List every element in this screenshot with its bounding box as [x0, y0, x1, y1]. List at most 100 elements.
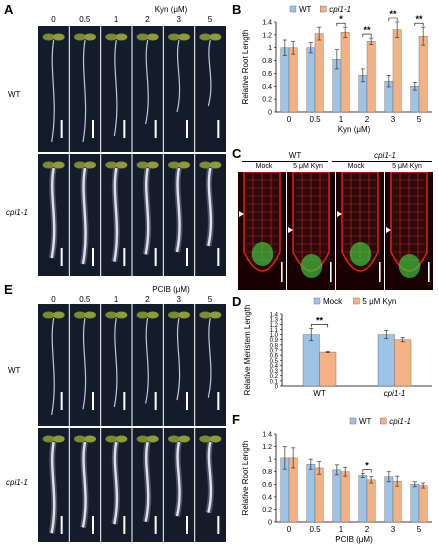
- significance-mark: **: [316, 315, 324, 325]
- y-tick-label: 1.4: [270, 313, 279, 319]
- concentration-label: 1: [113, 15, 119, 24]
- significance-mark: **: [389, 9, 397, 19]
- meristem-arrowhead: [386, 227, 391, 233]
- panel-a-row-cpi: cpi1-1: [6, 208, 28, 217]
- cotyledon: [199, 435, 212, 443]
- scale-bar: [60, 392, 63, 410]
- y-tick-label: 0.7: [270, 349, 279, 355]
- scale-bar: [154, 392, 157, 410]
- bar: [340, 471, 350, 523]
- gfp-signal: [398, 254, 421, 278]
- x-tick-label: 0: [287, 115, 292, 124]
- bar: [392, 480, 402, 523]
- cotyledon: [136, 435, 149, 443]
- scale-bar: [186, 248, 188, 266]
- root-hairs: [48, 167, 58, 259]
- x-tick-label: 0.5: [309, 115, 321, 124]
- cotyledon: [52, 161, 65, 169]
- scale-bar: [217, 248, 220, 266]
- panel-f-label: F: [232, 412, 240, 427]
- legend-swatch: [349, 417, 357, 425]
- cotyledon: [105, 435, 118, 443]
- significance-mark: **: [415, 14, 423, 24]
- cotyledon: [52, 33, 65, 41]
- scale-bar: [123, 392, 126, 410]
- concentration-label: 3: [176, 15, 181, 24]
- root: [113, 441, 119, 525]
- legend-swatch: [319, 5, 327, 13]
- root: [50, 441, 56, 534]
- legend-label: WT: [359, 417, 372, 426]
- legend-label: 5 μM Kyn: [362, 297, 396, 306]
- bar: [302, 334, 320, 387]
- concentration-label: 0: [51, 15, 56, 24]
- scale-bar: [92, 120, 94, 138]
- significance-mark: **: [363, 25, 371, 35]
- legend-label: cpi1-1: [329, 5, 351, 14]
- concentration-label: 1: [113, 295, 119, 304]
- scale-bar: [379, 262, 381, 282]
- x-tick-label: 1: [339, 525, 344, 534]
- panel-c-rule-wt: [242, 161, 328, 162]
- y-tick-label: 0.3: [270, 369, 279, 375]
- root: [113, 317, 118, 408]
- panel-c-cond-1: Mock: [255, 163, 273, 170]
- x-tick-label: 0: [287, 525, 292, 534]
- bar: [392, 29, 402, 113]
- cotyledon: [209, 33, 222, 41]
- legend-label: Mock: [323, 297, 343, 306]
- panel-e-axis-title: PCIB (μM): [152, 285, 190, 294]
- y-tick-label: 0: [268, 110, 272, 117]
- cotyledon: [146, 311, 159, 319]
- bar: [319, 351, 337, 387]
- root: [175, 167, 181, 253]
- concentration-label: 2: [145, 295, 150, 304]
- scale-bar: [186, 516, 188, 534]
- scale-bar: [428, 262, 430, 282]
- panel-c-rule-cpi: [332, 161, 432, 162]
- cotyledon: [168, 435, 180, 443]
- scale-bar: [330, 262, 332, 282]
- y-tick-label: 1.3: [270, 318, 279, 324]
- root: [144, 441, 150, 523]
- y-tick-label: 0.8: [262, 469, 272, 476]
- cotyledon: [84, 33, 96, 41]
- cotyledon: [178, 311, 190, 319]
- chart-f: 0 0.2 0.4 0.6 0.8 1 1.2 1.4 Relative Root Length…: [241, 417, 432, 544]
- y-tick-label: 0.6: [262, 482, 272, 489]
- y-tick-label: 0: [275, 385, 279, 391]
- chart-b: 0 0.2 0.4 0.6 0.8 1 1.2 1.4 Relative Root Length…: [241, 5, 432, 134]
- panel-c-header-wt: WT: [288, 151, 302, 160]
- y-tick-label: 1.0: [270, 333, 279, 339]
- bar: [366, 479, 376, 523]
- y-tick-label: 1: [268, 45, 272, 52]
- cotyledon: [136, 161, 149, 169]
- gfp-signal: [300, 254, 323, 278]
- panel-a-axis-title: Kyn (μM): [154, 5, 188, 14]
- cotyledon: [146, 33, 159, 41]
- scale-bar: [60, 516, 63, 534]
- bar: [384, 476, 394, 523]
- seedling-image-e: [38, 304, 226, 542]
- cotyledon: [146, 435, 159, 443]
- cotyledon: [84, 161, 96, 169]
- y-tick-label: 1.1: [270, 328, 279, 334]
- root-hairs: [80, 167, 89, 265]
- x-tick-label: 3: [391, 115, 396, 124]
- y-tick-label: 0.6: [270, 354, 279, 360]
- x-tick-label: 5: [417, 525, 422, 534]
- y-tick-label: 1.4: [262, 20, 272, 27]
- bar: [288, 47, 298, 113]
- meristem-arrowhead: [288, 227, 293, 233]
- scale-bar: [123, 120, 126, 138]
- cotyledon: [209, 435, 222, 443]
- significance-bracket: [414, 22, 424, 27]
- y-tick-label: 0.2: [262, 507, 272, 514]
- concentration-label: 0.5: [79, 295, 91, 304]
- root: [145, 317, 149, 404]
- root: [81, 167, 87, 265]
- cotyledon: [115, 33, 128, 41]
- y-tick-label: 1.2: [262, 32, 272, 39]
- significance-bracket: [362, 469, 372, 473]
- y-tick-label: 0.8: [270, 343, 279, 349]
